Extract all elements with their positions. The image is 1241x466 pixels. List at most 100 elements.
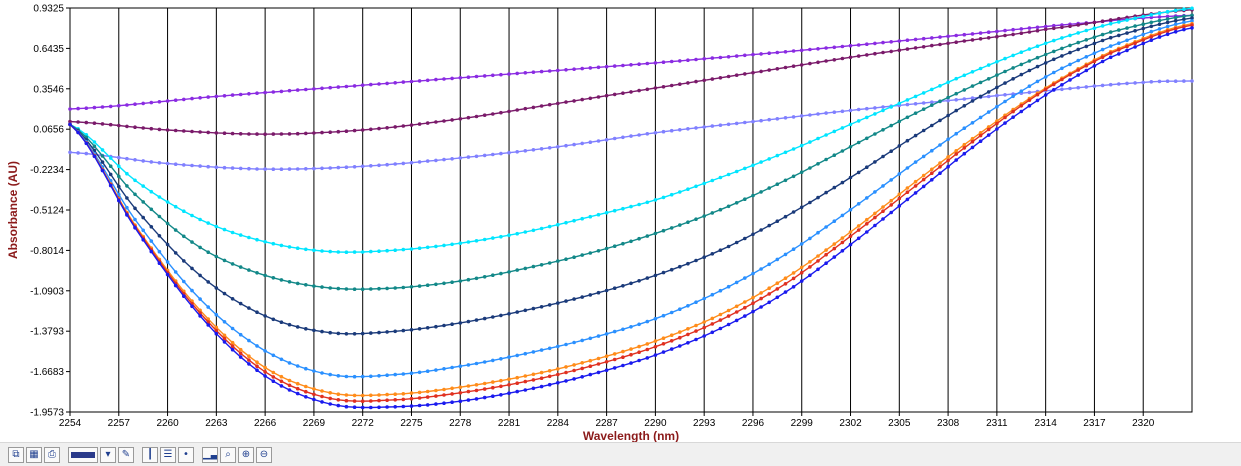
data-point xyxy=(881,128,885,132)
data-point xyxy=(133,158,137,162)
data-point xyxy=(531,264,536,269)
data-point xyxy=(247,306,251,310)
data-point xyxy=(230,166,235,170)
data-point xyxy=(369,405,373,410)
data-point xyxy=(783,282,788,286)
data-point xyxy=(482,360,487,364)
data-point xyxy=(434,158,438,163)
data-point xyxy=(905,138,910,143)
data-point xyxy=(230,262,235,266)
data-point xyxy=(1165,9,1170,14)
data-point xyxy=(759,160,763,164)
data-point xyxy=(295,386,300,391)
data-point xyxy=(271,317,276,322)
data-point xyxy=(694,329,698,333)
line-color-button[interactable] xyxy=(68,446,98,463)
data-point xyxy=(474,154,479,159)
data-point xyxy=(637,236,641,241)
data-point xyxy=(491,380,495,384)
x-tick-label: 2275 xyxy=(400,418,423,429)
data-point xyxy=(417,284,422,288)
data-point xyxy=(734,54,739,58)
data-point xyxy=(580,338,584,343)
data-point xyxy=(1019,50,1024,54)
data-point xyxy=(304,247,308,252)
copy-button[interactable]: ⧉ xyxy=(8,446,24,463)
zoom-button[interactable]: ⌕ xyxy=(220,446,236,463)
data-point xyxy=(791,64,796,68)
data-point xyxy=(824,133,828,137)
line-style-button[interactable]: ▾ xyxy=(100,446,116,463)
data-point-button[interactable]: • xyxy=(178,446,194,463)
data-point xyxy=(507,377,511,382)
data-point xyxy=(791,49,796,53)
data-point xyxy=(1182,27,1186,32)
data-point xyxy=(214,254,219,259)
data-point xyxy=(913,133,918,138)
data-point xyxy=(336,403,341,408)
data-point xyxy=(1068,78,1072,82)
series-line xyxy=(69,14,1193,290)
data-point xyxy=(425,159,430,163)
data-point xyxy=(320,285,324,289)
vertical-grid-icon: ┃ xyxy=(146,448,154,460)
data-point xyxy=(1076,31,1080,35)
data-point xyxy=(556,259,560,263)
data-point xyxy=(377,398,381,403)
data-point xyxy=(385,126,389,130)
data-point xyxy=(182,163,186,167)
data-point xyxy=(1100,47,1105,52)
data-point xyxy=(604,64,609,69)
y-tick-label: 0.6435 xyxy=(33,44,64,55)
x-tick-label: 2287 xyxy=(595,418,618,429)
data-point xyxy=(165,99,170,103)
pen-button[interactable]: ✎ xyxy=(118,446,134,463)
zoom-icon: ⌕ xyxy=(225,448,231,460)
data-point xyxy=(734,304,739,309)
print-button[interactable]: ⎙ xyxy=(44,446,60,463)
data-point xyxy=(458,399,463,404)
data-point xyxy=(304,389,308,394)
data-point xyxy=(198,96,202,100)
data-point xyxy=(1190,13,1194,18)
data-point xyxy=(491,112,495,116)
data-point xyxy=(889,105,893,109)
data-point xyxy=(767,117,771,122)
data-point xyxy=(149,189,154,194)
horizontal-grid-button[interactable]: ☰ xyxy=(160,446,176,463)
data-point xyxy=(1173,18,1178,23)
data-point xyxy=(385,162,389,167)
data-point xyxy=(1019,31,1024,35)
zoom-in-button[interactable]: ⊕ xyxy=(238,446,254,463)
bar-chart-button[interactable]: ▁▃ xyxy=(202,446,218,463)
data-point xyxy=(767,223,771,228)
data-point xyxy=(604,354,609,359)
data-point xyxy=(1027,30,1032,34)
data-point xyxy=(978,133,983,138)
data-point xyxy=(775,219,780,223)
data-point xyxy=(808,47,812,52)
data-point xyxy=(556,367,560,371)
data-point xyxy=(304,87,308,92)
data-point xyxy=(222,340,227,344)
data-point xyxy=(832,45,837,50)
data-point xyxy=(734,73,739,77)
data-point xyxy=(889,178,893,182)
data-point xyxy=(1003,121,1007,125)
zoom-out-button[interactable]: ⊖ xyxy=(256,446,272,463)
data-point xyxy=(279,379,284,384)
data-point xyxy=(1035,98,1040,103)
data-point xyxy=(263,90,267,95)
data-point xyxy=(637,279,641,283)
data-point xyxy=(474,239,479,243)
data-point xyxy=(458,385,463,390)
data-point xyxy=(442,157,446,162)
data-point xyxy=(466,75,471,79)
data-point xyxy=(759,228,763,232)
data-point xyxy=(352,405,357,410)
grid-select-button[interactable]: ▦ xyxy=(26,446,42,463)
data-point xyxy=(157,261,162,266)
data-point xyxy=(149,160,154,164)
data-point xyxy=(182,294,186,299)
vertical-grid-button[interactable]: ┃ xyxy=(142,446,158,463)
